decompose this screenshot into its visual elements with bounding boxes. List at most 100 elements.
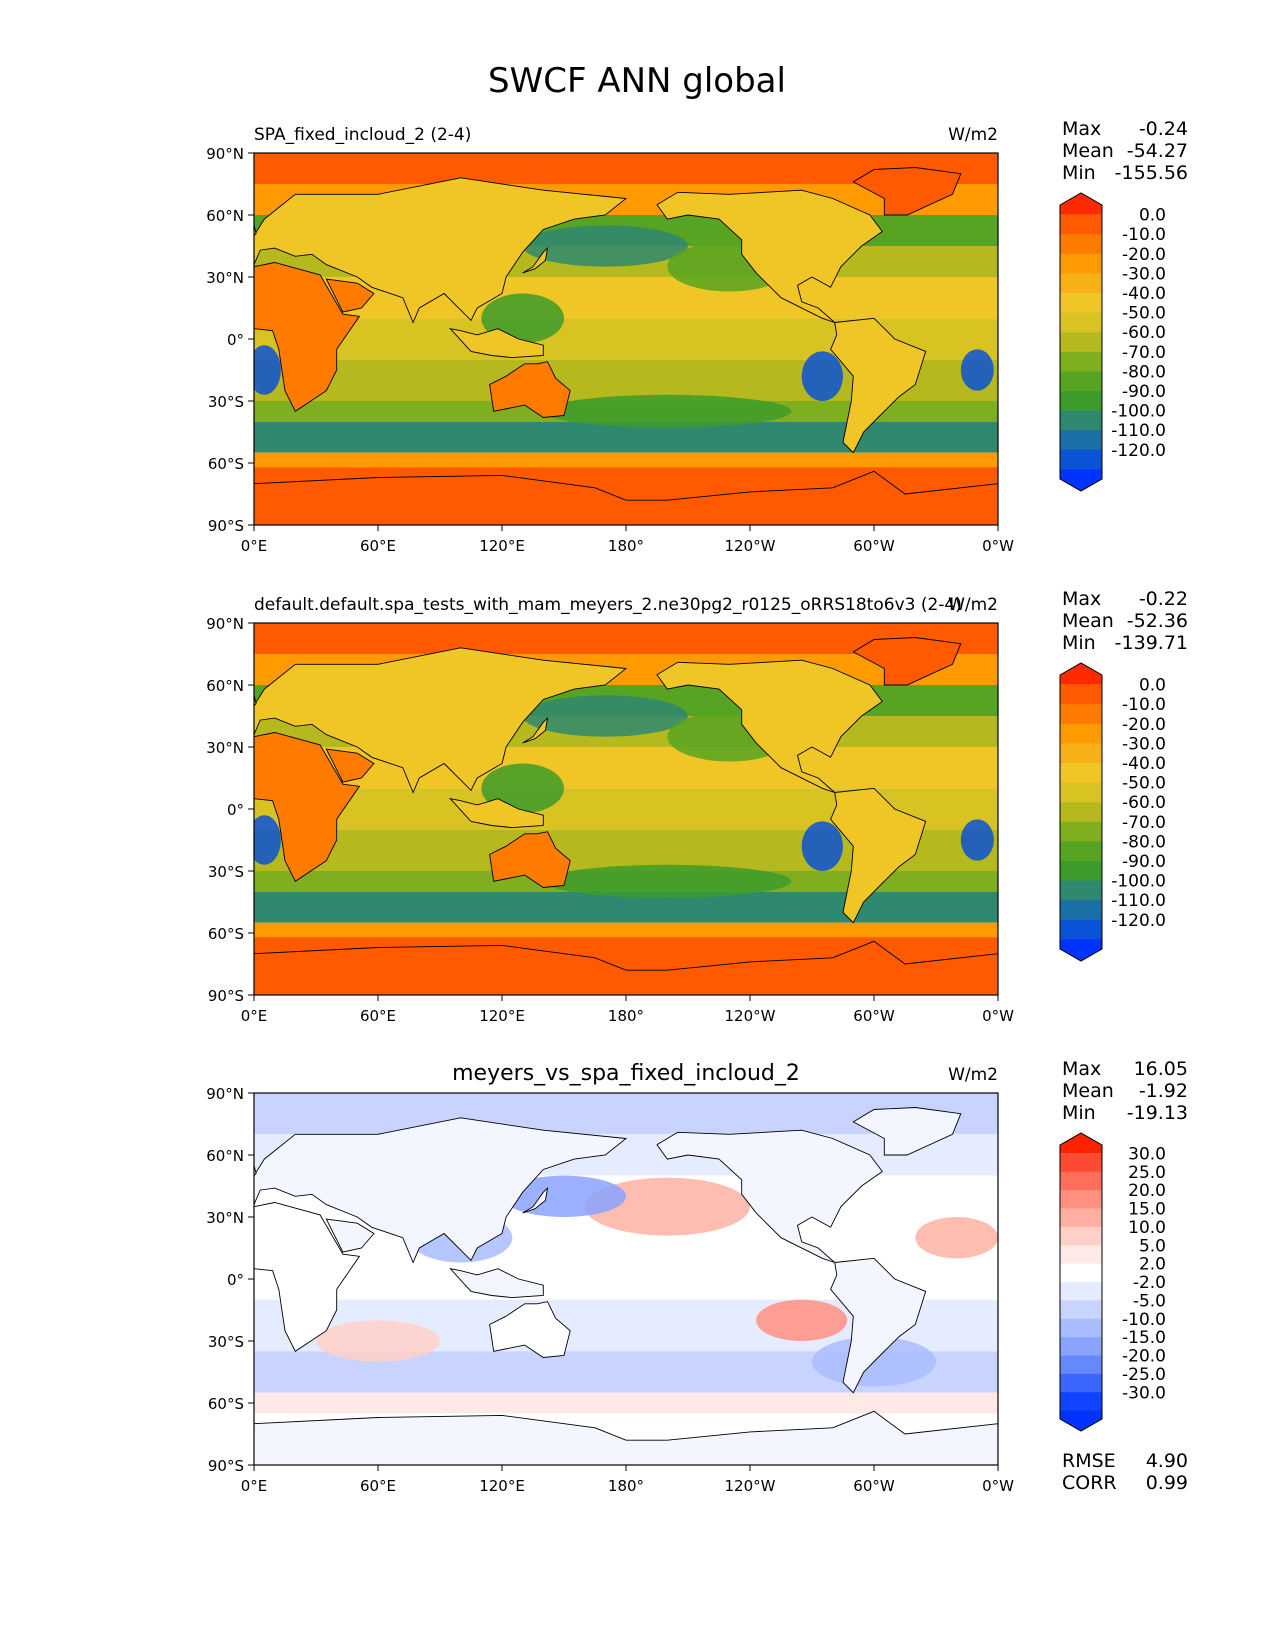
field-blob xyxy=(316,1320,440,1362)
colorbar-level: -120.0 xyxy=(1111,441,1166,461)
lon-tick-label: 120°W xyxy=(725,537,776,555)
colorbar-segment xyxy=(1060,919,1102,940)
colorbar-level: -30.0 xyxy=(1122,1383,1166,1403)
lon-tick-label: 60°W xyxy=(853,1007,895,1025)
colorbar-segment xyxy=(1060,1337,1102,1356)
lon-tick-label: 60°E xyxy=(360,537,396,555)
stat-mean: -1.92 xyxy=(1139,1080,1188,1102)
colorbar-extend-min xyxy=(1060,1410,1102,1431)
colorbar-segment xyxy=(1060,1171,1102,1191)
lat-tick-label: 90°N xyxy=(206,1085,244,1103)
colorbar-segment xyxy=(1060,410,1102,431)
colorbar-level: -40.0 xyxy=(1122,284,1166,304)
colorbar-level: -80.0 xyxy=(1122,362,1166,382)
lat-tick-label: 60°S xyxy=(208,1395,244,1413)
colorbar-segment xyxy=(1060,449,1102,470)
colorbar-level: -100.0 xyxy=(1111,872,1166,892)
colorbar-segment xyxy=(1060,723,1102,744)
colorbar-segment xyxy=(1060,1263,1102,1283)
colorbar-level: -25.0 xyxy=(1122,1365,1166,1385)
lat-tick-label: 90°N xyxy=(206,145,244,163)
field-band xyxy=(254,452,998,468)
colorbar-level: -20.0 xyxy=(1122,715,1166,735)
colorbar-level: -50.0 xyxy=(1122,774,1166,794)
colorbar-extend-min xyxy=(1060,469,1102,491)
colorbar-segment xyxy=(1060,821,1102,842)
stat-corr: 0.99 xyxy=(1146,1472,1188,1494)
colorbar-segment xyxy=(1060,234,1102,255)
stat-mean-label: Mean xyxy=(1062,1080,1114,1102)
coastline-n_america xyxy=(656,189,883,323)
stat-rmse-label: RMSE xyxy=(1062,1450,1116,1472)
lat-tick-label: 30°S xyxy=(208,1333,244,1351)
colorbar-segment xyxy=(1060,430,1102,451)
coastline-australia xyxy=(489,361,571,418)
colorbar-segment xyxy=(1060,802,1102,823)
stat-rmse: 4.90 xyxy=(1146,1450,1188,1472)
colorbar-level: 20.0 xyxy=(1128,1181,1166,1201)
stat-max: 16.05 xyxy=(1134,1058,1188,1080)
field-blob xyxy=(584,1177,750,1236)
lat-tick-label: 0° xyxy=(227,801,244,819)
colorbar-level: -15.0 xyxy=(1122,1328,1166,1348)
colorbar-segment xyxy=(1060,1318,1102,1338)
colorbar xyxy=(1059,1132,1103,1432)
field-blob xyxy=(254,345,281,395)
lat-tick-label: 60°S xyxy=(208,925,244,943)
panel-2: default.default.spa_tests_with_mam_meyer… xyxy=(206,588,1188,1025)
colorbar-level: -110.0 xyxy=(1111,891,1166,911)
colorbar-level: -50.0 xyxy=(1122,304,1166,324)
lat-tick-label: 60°S xyxy=(208,455,244,473)
panel-title: SPA_fixed_incloud_2 (2-4) xyxy=(254,125,471,145)
field-blob xyxy=(522,225,688,267)
lat-tick-label: 90°S xyxy=(208,987,244,1005)
field-blob xyxy=(960,349,994,391)
colorbar-segment xyxy=(1060,684,1102,705)
coastline-antarctica xyxy=(254,1410,998,1465)
coastline-arabia xyxy=(325,748,375,783)
field-blob xyxy=(522,695,688,737)
stat-mean: -54.27 xyxy=(1127,140,1188,162)
coastline-indonesia xyxy=(449,1268,544,1299)
colorbar-segment xyxy=(1060,704,1102,725)
lon-tick-label: 0°W xyxy=(982,1007,1014,1025)
colorbar-segment xyxy=(1060,1245,1102,1265)
lon-tick-label: 0°E xyxy=(241,1477,268,1495)
colorbar-level: 0.0 xyxy=(1139,206,1166,226)
panel-units: W/m2 xyxy=(948,595,998,615)
stat-max-label: Max xyxy=(1062,1058,1101,1080)
stat-min: -19.13 xyxy=(1127,1102,1188,1124)
colorbar-level: -20.0 xyxy=(1122,245,1166,265)
lon-tick-label: 120°E xyxy=(479,1007,525,1025)
field-blob xyxy=(801,821,843,871)
lat-tick-label: 90°N xyxy=(206,615,244,633)
coastline-arabia xyxy=(325,1218,375,1253)
stat-min-label: Min xyxy=(1062,162,1096,184)
coastline-s_america xyxy=(830,317,927,454)
colorbar-level: -110.0 xyxy=(1111,421,1166,441)
colorbar-extend-max xyxy=(1060,663,1102,685)
colorbar-level: -70.0 xyxy=(1122,813,1166,833)
colorbar-extend-max xyxy=(1060,1133,1102,1154)
lat-tick-label: 60°N xyxy=(206,1147,244,1165)
colorbar-segment xyxy=(1060,293,1102,314)
colorbar-level: -10.0 xyxy=(1122,1310,1166,1330)
colorbar-level: -80.0 xyxy=(1122,832,1166,852)
coastline-indonesia xyxy=(449,798,544,829)
lon-tick-label: 120°E xyxy=(479,1477,525,1495)
panels: SPA_fixed_incloud_2 (2-4) W/m2 90°N 60°N 30°… xyxy=(206,118,1188,1495)
lon-tick-label: 180° xyxy=(608,1007,644,1025)
lat-tick-label: 30°N xyxy=(206,1209,244,1227)
colorbar xyxy=(1059,662,1103,962)
colorbar xyxy=(1059,192,1103,492)
colorbar-level: -100.0 xyxy=(1111,402,1166,422)
lon-tick-label: 0°W xyxy=(982,1477,1014,1495)
panel-units: W/m2 xyxy=(948,125,998,145)
lat-tick-label: 30°N xyxy=(206,269,244,287)
colorbar-segment xyxy=(1060,371,1102,392)
lat-tick-label: 60°N xyxy=(206,677,244,695)
lat-tick-label: 30°N xyxy=(206,739,244,757)
colorbar-segment xyxy=(1060,743,1102,764)
lon-tick-label: 60°E xyxy=(360,1007,396,1025)
